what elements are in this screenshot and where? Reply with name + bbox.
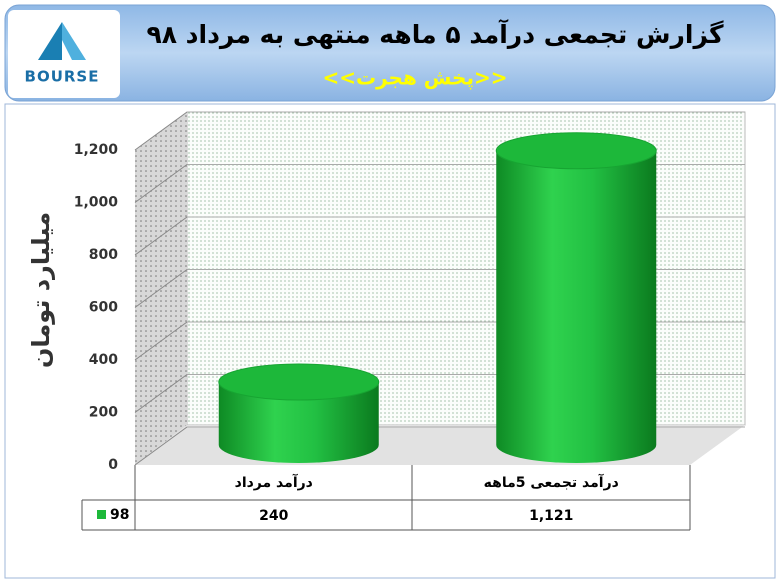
- bar: [495, 132, 657, 464]
- grid-line: [134, 216, 188, 256]
- header: [4, 4, 776, 102]
- grid-line: [134, 426, 188, 466]
- bar: [218, 363, 380, 464]
- value-label: 240: [259, 508, 288, 524]
- chart-title: گزارش تجمعی درآمد ۵ ماهه منتهی به مرداد …: [146, 19, 724, 50]
- legend-label: 98: [110, 507, 129, 523]
- logo: BOURSE: [8, 10, 120, 98]
- y-tick-label: 1,000: [74, 195, 119, 211]
- y-tick-label: 200: [89, 405, 118, 421]
- bar-body: [218, 382, 379, 464]
- y-tick-label: 400: [89, 352, 118, 368]
- x-tick-label: درآمد تجمعی 5ماهه: [484, 473, 619, 491]
- grid-line: [134, 164, 188, 203]
- x-tick-label: درآمد مرداد: [235, 473, 313, 491]
- bar-top: [218, 363, 380, 401]
- legend-swatch: [97, 510, 106, 519]
- y-axis-label: میلیارد تومان: [27, 212, 55, 368]
- grid-line: [134, 269, 188, 308]
- value-label: 1,121: [529, 508, 573, 524]
- bar-body: [496, 150, 657, 464]
- bar-top: [495, 132, 657, 170]
- y-tick-label: 600: [89, 300, 118, 316]
- y-tick-label: 1,200: [74, 142, 119, 158]
- y-tick-label: 800: [89, 247, 118, 263]
- grid-line: [134, 321, 188, 361]
- logo-text: BOURSE: [25, 68, 100, 86]
- grid-line: [134, 374, 188, 413]
- data-table: [81, 465, 691, 531]
- y-tick-label: 0: [108, 457, 118, 473]
- chart-subtitle: <<پخش هجرت>>: [322, 66, 507, 91]
- grid-line: [134, 111, 188, 151]
